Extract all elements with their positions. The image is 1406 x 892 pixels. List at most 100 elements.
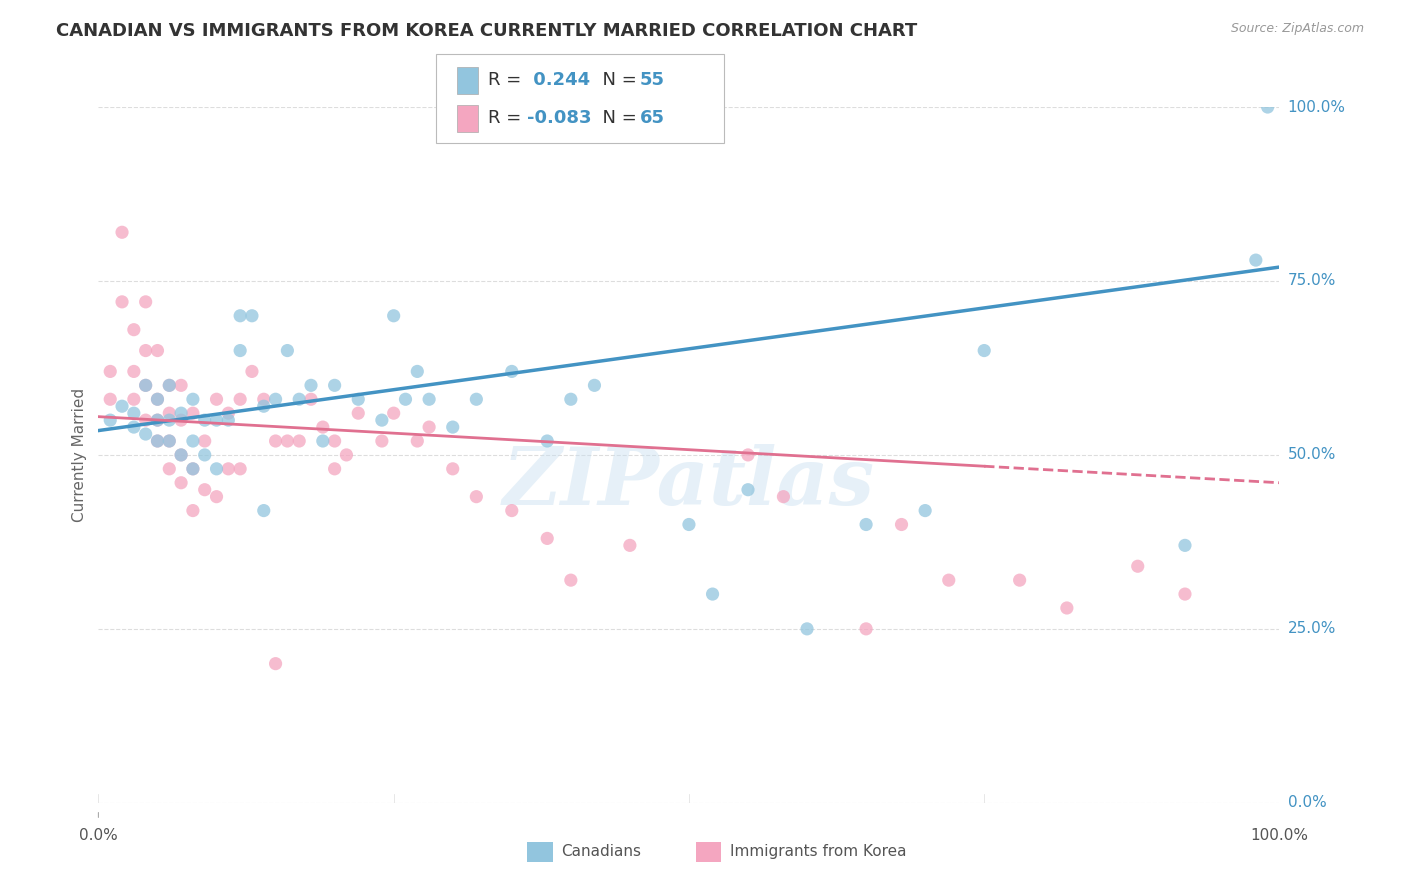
Point [217, 413, 239, 427]
Point [347, 392, 370, 407]
Point [276, 434, 298, 448]
Point [536, 434, 558, 448]
Point [418, 392, 440, 407]
Point [465, 392, 488, 407]
Point [157, 462, 180, 476]
Point [1008, 573, 1031, 587]
Point [371, 434, 394, 448]
Point [111, 225, 134, 239]
Point [796, 622, 818, 636]
Point [98, 392, 121, 407]
Point [170, 406, 193, 420]
Point [772, 490, 794, 504]
Point [229, 462, 252, 476]
Point [229, 392, 252, 407]
Point [146, 392, 169, 407]
Point [135, 427, 157, 442]
Text: 0.0%: 0.0% [79, 828, 118, 843]
Point [205, 392, 228, 407]
Point [122, 406, 145, 420]
Point [323, 462, 346, 476]
Text: 0.0%: 0.0% [1288, 796, 1326, 810]
Point [157, 434, 180, 448]
Point [382, 309, 405, 323]
Point [406, 364, 429, 378]
Point [194, 413, 217, 427]
Point [702, 587, 724, 601]
Point [253, 392, 276, 407]
Point [264, 434, 287, 448]
Point [465, 490, 488, 504]
Point [418, 420, 440, 434]
Point [299, 378, 322, 392]
Point [536, 532, 558, 546]
Point [1056, 601, 1078, 615]
Point [678, 517, 700, 532]
Point [146, 413, 169, 427]
Text: 0.244: 0.244 [527, 71, 591, 89]
Point [170, 413, 193, 427]
Point [135, 378, 157, 392]
Text: Canadians: Canadians [561, 845, 641, 859]
Point [146, 392, 169, 407]
Text: 75.0%: 75.0% [1288, 274, 1336, 288]
Point [335, 448, 357, 462]
Point [122, 392, 145, 407]
Point [914, 503, 936, 517]
Point [323, 434, 346, 448]
Point [217, 406, 239, 420]
Point [205, 462, 228, 476]
Point [264, 392, 287, 407]
Point [312, 420, 335, 434]
Point [181, 406, 204, 420]
Point [583, 378, 606, 392]
Point [98, 413, 121, 427]
Y-axis label: Currently Married: Currently Married [72, 388, 87, 522]
Point [181, 462, 204, 476]
Point [194, 434, 217, 448]
Text: 65: 65 [640, 109, 665, 128]
Point [122, 364, 145, 378]
Text: 50.0%: 50.0% [1288, 448, 1336, 462]
Point [98, 364, 121, 378]
Point [253, 399, 276, 413]
Point [146, 413, 169, 427]
Point [135, 413, 157, 427]
Point [146, 343, 169, 358]
Point [441, 462, 464, 476]
Point [240, 309, 263, 323]
Point [737, 483, 759, 497]
Point [205, 413, 228, 427]
Point [312, 434, 335, 448]
Point [1257, 100, 1279, 114]
Point [737, 448, 759, 462]
Point [217, 462, 239, 476]
Point [560, 392, 582, 407]
Point [170, 448, 193, 462]
Text: N =: N = [591, 109, 643, 128]
Point [170, 448, 193, 462]
Point [170, 475, 193, 490]
Point [240, 364, 263, 378]
Point [229, 309, 252, 323]
Point [323, 378, 346, 392]
Point [157, 406, 180, 420]
Point [135, 294, 157, 309]
Text: 55: 55 [640, 71, 665, 89]
Point [288, 434, 311, 448]
Point [111, 294, 134, 309]
Point [146, 434, 169, 448]
Point [382, 406, 405, 420]
Text: 25.0%: 25.0% [1288, 622, 1336, 636]
Point [264, 657, 287, 671]
Point [181, 392, 204, 407]
Point [299, 392, 322, 407]
Point [347, 406, 370, 420]
Point [394, 392, 416, 407]
Point [855, 517, 877, 532]
Point [938, 573, 960, 587]
Point [1174, 538, 1197, 552]
Point [181, 434, 204, 448]
Point [501, 503, 523, 517]
Point [181, 503, 204, 517]
